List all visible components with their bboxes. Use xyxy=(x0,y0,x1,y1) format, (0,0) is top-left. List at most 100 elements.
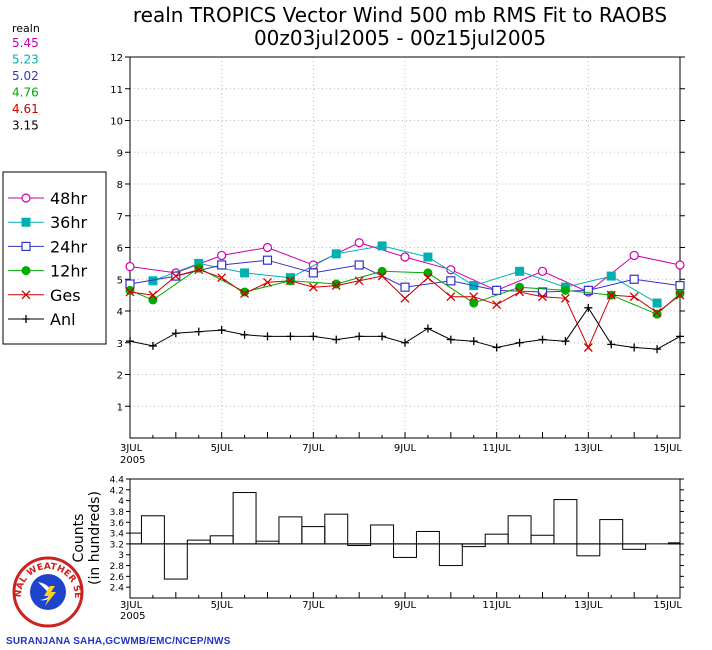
count-bar-chart: 2.42.62.833.23.43.63.844.24.4 3JUL 5JUL 7JU… xyxy=(71,476,684,622)
data-point-24hr xyxy=(354,260,364,270)
data-point-ges xyxy=(263,277,272,287)
legend-marker-48hr xyxy=(21,193,31,203)
x-tick-label: 3JUL xyxy=(120,443,143,454)
bar-x-tick-label: 5JUL xyxy=(211,600,234,611)
y-tick-label: 2 xyxy=(117,371,123,382)
data-point-anl xyxy=(378,332,387,341)
bar-y-tick-label: 2.8 xyxy=(110,562,125,572)
data-point-12hr xyxy=(560,285,570,295)
data-point-36hr xyxy=(240,268,250,278)
data-point-anl xyxy=(446,335,455,344)
data-point-48hr xyxy=(125,261,135,272)
data-point-anl xyxy=(423,324,432,333)
data-point-12hr xyxy=(469,298,479,308)
data-point-48hr xyxy=(354,238,364,248)
bar-y-tick-label: 3.4 xyxy=(110,530,125,540)
data-point-ges xyxy=(629,292,639,302)
legend-marker-36hr xyxy=(21,217,31,227)
data-point-anl xyxy=(676,332,684,341)
data-point-ges xyxy=(354,276,364,286)
plot-frame xyxy=(129,56,681,439)
y-tick-label: 7 xyxy=(117,212,123,223)
bar-y-tick-label: 2.4 xyxy=(110,584,125,594)
data-point-anl xyxy=(607,340,616,349)
legend-label-48hr: 48hr xyxy=(50,189,88,208)
y-tick-label: 12 xyxy=(110,53,123,64)
bar-y-tick-label: 4 xyxy=(118,497,124,507)
count-bar xyxy=(553,499,578,545)
data-point-anl xyxy=(630,343,639,352)
data-point-ges xyxy=(125,287,135,297)
count-bar xyxy=(255,540,280,545)
x-tick-label: 11JUL xyxy=(482,443,511,454)
legend-marker-anl xyxy=(22,315,30,323)
count-bar xyxy=(393,543,417,558)
legend-marker-ges xyxy=(21,290,31,300)
data-point-36hr xyxy=(606,271,616,281)
count-bar xyxy=(370,524,395,545)
data-point-24hr xyxy=(492,285,502,295)
y-tick-label: 3 xyxy=(117,339,123,350)
data-point-12hr xyxy=(125,285,135,295)
mean-value-5: 4.61 xyxy=(12,102,39,116)
x-tick-label: 7JUL xyxy=(302,443,325,454)
legend-label-ges: Ges xyxy=(50,286,81,305)
bar-y-tick-label: 3.6 xyxy=(110,519,125,529)
data-point-anl xyxy=(469,337,478,346)
data-point-anl xyxy=(217,326,226,335)
count-bar xyxy=(622,543,647,550)
data-point-ges xyxy=(240,289,250,298)
y-tick-label: 9 xyxy=(117,148,123,159)
y-tick-label: 5 xyxy=(117,275,123,286)
data-point-anl xyxy=(148,341,157,350)
x-tick-label: 15JUL xyxy=(653,443,682,454)
count-bar xyxy=(530,534,555,545)
count-bar xyxy=(301,526,326,545)
count-bar xyxy=(461,543,486,548)
legend-label-12hr: 12hr xyxy=(50,262,88,281)
mean-value-1: 5.45 xyxy=(12,36,39,50)
data-point-24hr xyxy=(583,285,593,295)
y-tick-label: 6 xyxy=(117,244,123,255)
count-bar xyxy=(186,539,211,545)
bar-x-tick-label: 11JUL xyxy=(482,600,511,611)
data-point-ges xyxy=(675,290,685,300)
data-point-36hr xyxy=(331,249,341,259)
bar-x-tick-label: 15JUL xyxy=(653,600,682,611)
data-point-ges xyxy=(400,293,410,303)
data-point-36hr xyxy=(423,252,433,262)
data-point-24hr xyxy=(400,282,410,292)
data-point-24hr xyxy=(262,255,273,265)
data-point-anl xyxy=(561,337,570,346)
y-tick-label: 8 xyxy=(117,180,123,191)
count-bar xyxy=(438,543,463,567)
count-bar xyxy=(415,530,440,545)
data-point-ges xyxy=(194,265,204,275)
data-point-anl xyxy=(492,343,501,352)
data-point-ges xyxy=(446,292,456,302)
data-point-anl xyxy=(538,335,547,344)
data-point-anl xyxy=(263,332,272,341)
bar-plot-frame xyxy=(129,478,681,599)
mean-value-4: 4.76 xyxy=(12,86,39,100)
y-tick-label: 11 xyxy=(110,85,123,96)
y-tick-label: 10 xyxy=(110,117,123,128)
bar-x-tick-label: 9JUL xyxy=(394,600,417,611)
data-point-anl xyxy=(584,303,593,312)
data-point-48hr xyxy=(446,265,456,275)
data-point-ges xyxy=(423,273,433,283)
data-point-ges xyxy=(285,276,295,286)
bar-y-tick-label: 4.2 xyxy=(110,486,124,496)
data-point-24hr xyxy=(217,260,227,270)
data-point-ges xyxy=(148,290,158,300)
data-point-ges xyxy=(331,281,341,291)
data-point-ges xyxy=(538,292,547,302)
chart-title: realn TROPICS Vector Wind 500 mb RMS Fit… xyxy=(133,3,667,27)
data-point-48hr xyxy=(262,242,273,253)
x-year-label: 2005 xyxy=(120,455,145,466)
data-point-ges xyxy=(308,282,318,292)
count-bar xyxy=(163,543,188,580)
data-point-ges xyxy=(560,293,570,303)
data-point-24hr xyxy=(675,281,685,291)
